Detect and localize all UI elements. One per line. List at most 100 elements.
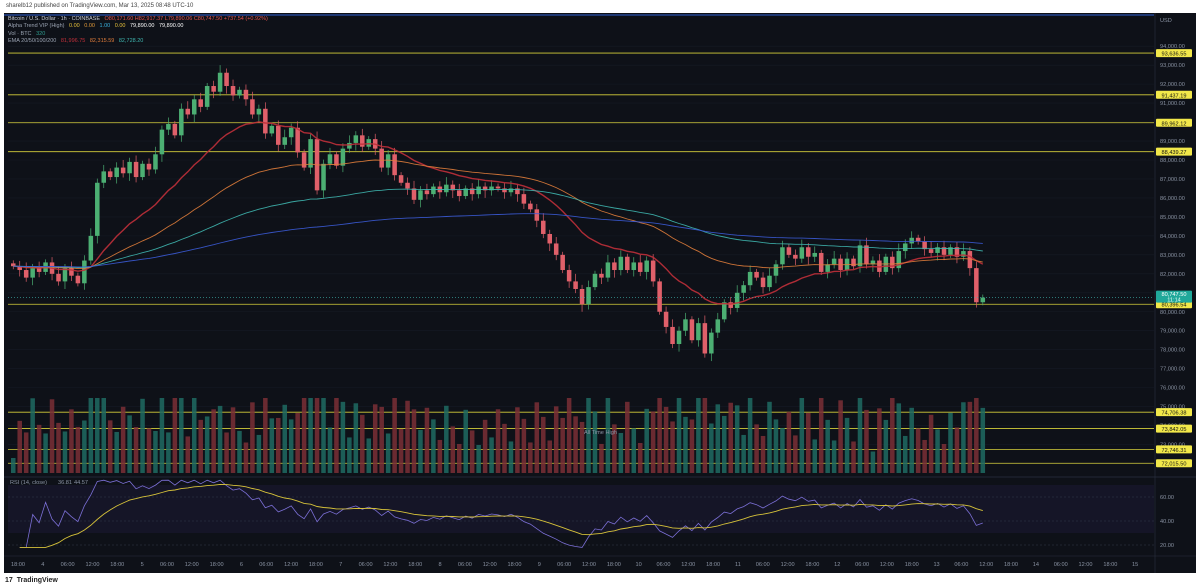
candle-body[interactable] — [637, 262, 643, 272]
candle-body[interactable] — [825, 264, 830, 272]
candle-body[interactable] — [702, 323, 708, 354]
candle-body[interactable] — [954, 247, 960, 257]
candle-body[interactable] — [347, 142, 352, 149]
candle-body[interactable] — [605, 262, 611, 278]
candle-body[interactable] — [812, 252, 818, 257]
candle-body[interactable] — [191, 99, 197, 115]
candle-body[interactable] — [495, 186, 501, 189]
candle-body[interactable] — [366, 139, 372, 147]
candle-body[interactable] — [961, 251, 966, 257]
candle-body[interactable] — [721, 302, 727, 320]
candle-body[interactable] — [11, 263, 16, 267]
candle-body[interactable] — [515, 188, 520, 195]
candle-body[interactable] — [489, 186, 494, 191]
candle-body[interactable] — [663, 311, 669, 327]
candle-body[interactable] — [463, 188, 468, 197]
candle-body[interactable] — [444, 184, 449, 193]
level-price-tag[interactable] — [1156, 49, 1192, 58]
candle-body[interactable] — [560, 254, 565, 271]
candle-body[interactable] — [508, 188, 514, 193]
candle-body[interactable] — [625, 256, 630, 271]
candle-body[interactable] — [431, 186, 436, 195]
candle-body[interactable] — [405, 182, 410, 189]
level-price-tag[interactable] — [1156, 118, 1192, 127]
candle-body[interactable] — [133, 161, 139, 178]
candle-body[interactable] — [107, 171, 113, 178]
candle-body[interactable] — [857, 245, 863, 267]
candle-body[interactable] — [243, 89, 249, 100]
candle-body[interactable] — [935, 247, 940, 253]
candle-body[interactable] — [592, 273, 598, 288]
candle-body[interactable] — [902, 243, 908, 252]
candle-body[interactable] — [217, 72, 223, 92]
candle-body[interactable] — [864, 245, 869, 265]
candle-body[interactable] — [528, 203, 533, 210]
candle-body[interactable] — [30, 268, 35, 278]
candle-body[interactable] — [851, 258, 856, 267]
level-price-tag[interactable] — [1156, 459, 1192, 468]
candle-body[interactable] — [896, 251, 902, 269]
candle-body[interactable] — [360, 135, 365, 147]
candle-body[interactable] — [915, 237, 921, 242]
candle-body[interactable] — [967, 251, 973, 269]
legend-symbol[interactable]: Bitcoin / U.S. Dollar · 1h · COINBASE — [8, 16, 100, 22]
candle-body[interactable] — [456, 190, 462, 197]
candle-body[interactable] — [547, 233, 553, 244]
candle-body[interactable] — [288, 127, 294, 138]
candle-body[interactable] — [23, 270, 29, 278]
candle-body[interactable] — [82, 260, 87, 284]
candle-body[interactable] — [379, 148, 384, 168]
candle-body[interactable] — [95, 182, 100, 236]
candle-body[interactable] — [424, 190, 430, 195]
candle-body[interactable] — [799, 247, 805, 259]
candle-body[interactable] — [392, 154, 397, 176]
candle-body[interactable] — [469, 188, 475, 195]
candle-body[interactable] — [747, 271, 753, 286]
candle-body[interactable] — [773, 264, 779, 276]
candle-body[interactable] — [948, 247, 953, 255]
candle-body[interactable] — [838, 258, 843, 271]
candle-body[interactable] — [579, 288, 585, 305]
candle-body[interactable] — [204, 86, 210, 107]
candle-body[interactable] — [541, 220, 546, 234]
candle-body[interactable] — [224, 72, 229, 87]
candle-body[interactable] — [754, 271, 759, 278]
candle-body[interactable] — [146, 163, 152, 170]
candle-body[interactable] — [166, 123, 171, 130]
candle-body[interactable] — [256, 108, 262, 115]
candle-body[interactable] — [696, 323, 701, 341]
candle-body[interactable] — [385, 154, 391, 168]
candle-body[interactable] — [88, 235, 94, 261]
candle-body[interactable] — [676, 330, 682, 345]
candle-body[interactable] — [741, 285, 746, 293]
legend-ema-label[interactable]: EMA 20/50/100/200 — [8, 37, 57, 44]
legend-alpha-label[interactable]: Alpha Trend VIP (High) — [8, 23, 65, 30]
candle-body[interactable] — [179, 108, 184, 136]
candle-body[interactable] — [631, 262, 637, 271]
candle-body[interactable] — [308, 139, 313, 168]
candle-body[interactable] — [327, 154, 333, 164]
candle-body[interactable] — [185, 108, 191, 115]
candle-body[interactable] — [534, 209, 540, 221]
candle-body[interactable] — [301, 152, 307, 168]
candle-body[interactable] — [476, 186, 481, 195]
level-price-tag[interactable] — [1156, 445, 1192, 454]
candle-body[interactable] — [870, 260, 876, 265]
candle-body[interactable] — [153, 154, 158, 170]
candle-body[interactable] — [683, 319, 688, 331]
candle-body[interactable] — [974, 268, 979, 303]
footer-brand[interactable]: 17 TradingView — [0, 573, 1200, 588]
legend-vol-label[interactable]: Vol · BTC — [8, 30, 32, 37]
candle-body[interactable] — [644, 260, 649, 272]
chart-frame[interactable]: 94,000.0093,000.0092,000.0091,000.0090,0… — [4, 13, 1196, 573]
level-price-tag[interactable] — [1156, 424, 1192, 433]
candle-body[interactable] — [411, 188, 417, 200]
candle-body[interactable] — [650, 260, 656, 282]
candle-body[interactable] — [140, 163, 145, 178]
candle-body[interactable] — [709, 332, 714, 354]
candle-body[interactable] — [786, 247, 792, 255]
candle-body[interactable] — [521, 194, 527, 204]
candle-body[interactable] — [334, 154, 339, 166]
candle-body[interactable] — [295, 127, 300, 153]
candle-body[interactable] — [831, 258, 837, 265]
